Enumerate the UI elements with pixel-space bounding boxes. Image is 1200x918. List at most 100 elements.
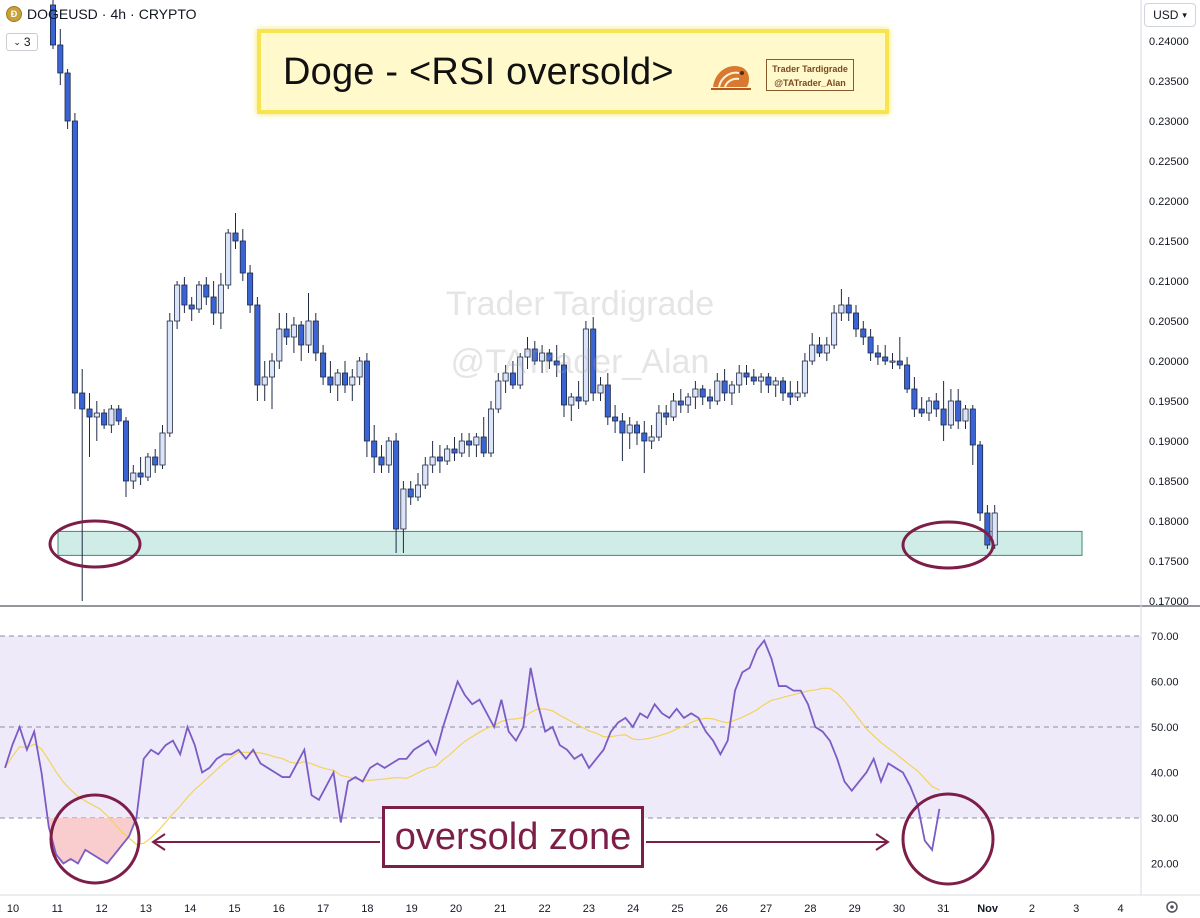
time-tick-label: 14	[184, 903, 196, 915]
candle	[546, 349, 553, 369]
candle	[414, 473, 421, 501]
candle	[626, 417, 633, 449]
candle	[480, 417, 487, 457]
price-tick-label: 0.21500	[1149, 236, 1189, 248]
candle	[195, 281, 202, 313]
candle	[561, 353, 568, 417]
currency-button[interactable]: USD ▾	[1144, 3, 1196, 27]
time-tick-label: 22	[538, 903, 550, 915]
separator: ·	[130, 6, 135, 22]
candle	[225, 229, 232, 289]
candle	[619, 413, 626, 461]
candle	[334, 369, 341, 401]
watermark-line-1: Trader Tardigrade	[445, 285, 715, 323]
interval: 4h	[110, 6, 127, 22]
candle	[144, 453, 151, 481]
candle	[831, 305, 838, 349]
candle	[874, 345, 881, 365]
candle	[670, 393, 677, 421]
candle	[845, 297, 852, 321]
candle	[663, 405, 670, 425]
time-tick-label: 28	[804, 903, 816, 915]
time-tick-label: 27	[760, 903, 772, 915]
candle	[232, 213, 239, 249]
candle	[363, 353, 370, 457]
candle	[780, 377, 787, 401]
candle	[962, 405, 969, 429]
time-tick-label: 23	[583, 903, 595, 915]
candlestick-series	[50, 0, 998, 601]
candle	[509, 361, 516, 389]
candle	[451, 437, 458, 461]
candle	[677, 389, 684, 413]
time-tick-label: 31	[937, 903, 949, 915]
candle	[655, 405, 662, 441]
price-tick-label: 0.21000	[1149, 276, 1189, 288]
price-tick-label: 0.23000	[1149, 116, 1189, 128]
symbol-header[interactable]: Ð DOGEUSD · 4h · CRYPTO	[6, 6, 197, 22]
candle	[137, 457, 144, 485]
candle	[181, 277, 188, 313]
time-axis: 10 11 12 13 14 15 16 17 18 19 20 21 22 23 24 25 26 27 28 29…	[7, 903, 1124, 915]
candle	[502, 365, 509, 393]
candle	[166, 313, 173, 437]
candle	[436, 445, 443, 473]
candle	[261, 361, 268, 401]
candle	[991, 505, 998, 549]
candle	[356, 357, 363, 385]
candle	[765, 373, 772, 393]
candle	[320, 345, 327, 385]
candle	[210, 281, 217, 325]
candle	[685, 393, 692, 413]
candle	[860, 321, 867, 345]
logo-card: Trader Tardigrade @TATrader_Alan	[766, 59, 854, 91]
price-tick-label: 0.19000	[1149, 436, 1189, 448]
time-tick-label: 20	[450, 903, 462, 915]
rsi-tick-label: 40.00	[1151, 768, 1179, 780]
candle	[268, 353, 275, 409]
candle	[50, 0, 57, 49]
candle	[254, 297, 261, 401]
watermark-line-2: @TATrader_Alan	[450, 343, 710, 381]
time-tick-label: 25	[671, 903, 683, 915]
candle	[115, 405, 122, 425]
candle	[947, 389, 954, 429]
candle	[758, 373, 765, 393]
price-tick-label: 0.24000	[1149, 36, 1189, 48]
indicators-collapse-button[interactable]: ⌄ 3	[6, 33, 38, 51]
time-tick-label: 17	[317, 903, 329, 915]
candle	[809, 333, 816, 365]
candle	[794, 381, 801, 401]
candle	[429, 441, 436, 473]
candle	[933, 393, 940, 417]
price-tick-label: 0.22000	[1149, 196, 1189, 208]
candle	[247, 265, 254, 313]
time-tick-label: 16	[273, 903, 285, 915]
time-tick-label: 18	[361, 903, 373, 915]
time-tick-label: 10	[7, 903, 19, 915]
price-tick-label: 0.22500	[1149, 156, 1189, 168]
candle	[458, 433, 465, 457]
candle	[524, 337, 531, 369]
candle	[517, 353, 524, 389]
price-tick-label: 0.17500	[1149, 556, 1189, 568]
support-circle-left	[48, 519, 142, 569]
time-tick-label: 15	[228, 903, 240, 915]
chart-title: Doge - <RSI oversold>	[283, 51, 674, 93]
candle	[400, 481, 407, 553]
candle	[108, 405, 115, 433]
candle	[444, 445, 451, 465]
chevron-down-icon: ▾	[1182, 9, 1187, 20]
candle	[174, 281, 181, 329]
rsi-tick-label: 70.00	[1151, 631, 1179, 643]
candle	[634, 421, 641, 445]
candle	[743, 365, 750, 385]
candle	[575, 381, 582, 409]
time-tick-label: 12	[95, 903, 107, 915]
candle	[298, 321, 305, 361]
rsi-line	[4, 638, 941, 865]
settings-gear-icon[interactable]	[1166, 901, 1178, 913]
annotation-layer	[48, 519, 995, 886]
time-tick-label: 3	[1073, 903, 1079, 915]
